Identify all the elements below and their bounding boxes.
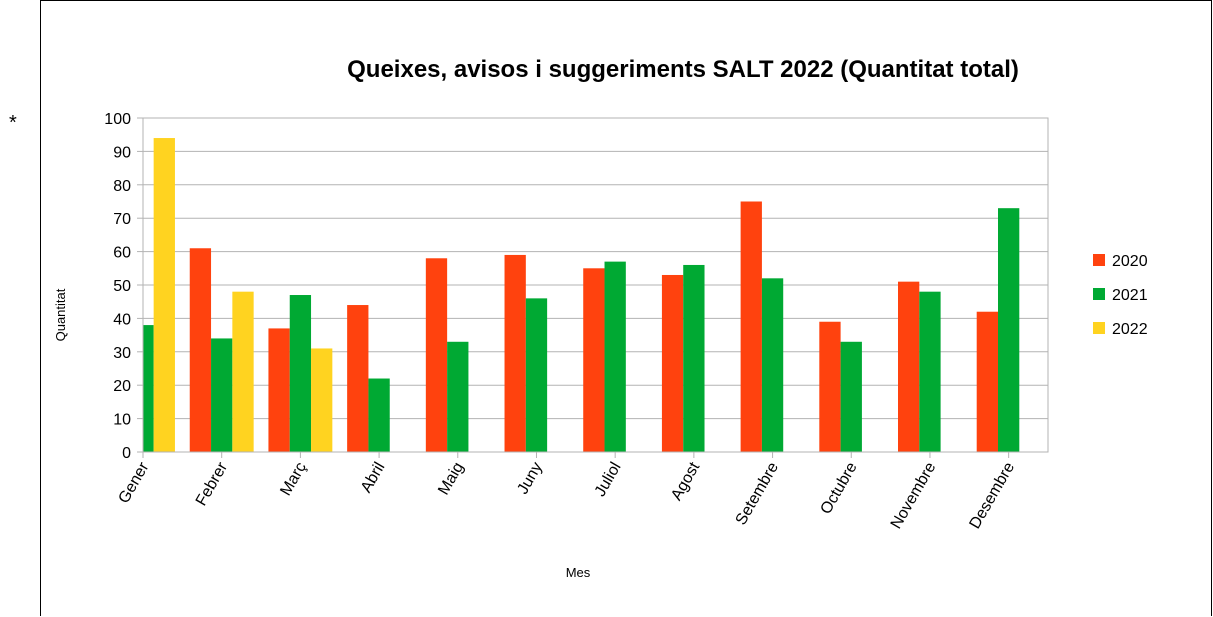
bar-2021-Setembre — [761, 278, 784, 452]
y-axis-label: Quantitat — [53, 288, 68, 341]
y-tick-label: 60 — [113, 245, 131, 262]
plot-area-border — [142, 117, 1049, 453]
bar-2021-Agost — [683, 264, 705, 452]
bar-2022-Febrer — [232, 291, 254, 452]
bar-2020-Juliol — [583, 268, 605, 452]
x-tick-label: Abril — [358, 460, 389, 496]
chart-title: Queixes, avisos i suggeriments SALT 2022… — [347, 56, 1019, 83]
x-tick-labels: Gener Febrer Març Abril Maig Juny Juliol Agost S… — [116, 459, 1019, 532]
bars — [143, 138, 1020, 452]
bar-2021-Octubre — [840, 341, 862, 452]
x-tick-label: Agost — [668, 459, 703, 503]
bar-2021-Febrer — [211, 338, 233, 452]
bar-2021-Desembre — [998, 208, 1020, 452]
bar-2020-Abril — [347, 305, 369, 452]
bar-2020-Setembre — [740, 201, 762, 452]
y-tick-label: 80 — [113, 178, 131, 195]
bar-2020-Novembre — [898, 281, 920, 452]
y-tick-label: 50 — [113, 278, 131, 295]
bar-2021-Juliol — [604, 261, 626, 452]
bar-2020-Març — [268, 328, 290, 452]
margin-asterisk: * — [9, 112, 17, 134]
y-tick-label: 90 — [113, 144, 131, 161]
y-tick-labels: 0 10 20 30 40 50 60 70 80 90 100 — [104, 111, 131, 462]
x-tick-label: Octubre — [818, 459, 861, 517]
bar-2021-Març — [289, 295, 312, 452]
bar-2020-Juny — [504, 254, 526, 452]
chart-frame — [40, 0, 1212, 616]
x-tick-label: Desembre — [966, 459, 1018, 532]
y-tick-label: 30 — [113, 345, 131, 362]
y-tick-label: 10 — [113, 412, 131, 429]
bar-2021-Abril — [368, 378, 390, 452]
x-tick-label: Juny — [514, 460, 546, 498]
x-tick-label: Maig — [435, 460, 467, 499]
legend-swatch-2022 — [1093, 322, 1105, 334]
bar-2020-Febrer — [189, 248, 212, 452]
bar-2022-Març — [311, 348, 333, 452]
x-axis-label: Mes — [566, 565, 591, 580]
legend-label-2022: 2022 — [1112, 321, 1148, 338]
x-tick-label: Novembre — [888, 459, 940, 532]
y-tick-label: 20 — [113, 378, 131, 395]
y-tick-label: 0 — [122, 445, 131, 462]
x-tick-label: Març — [277, 460, 310, 499]
y-tick-label: 70 — [113, 211, 131, 228]
bar-2020-Octubre — [819, 321, 841, 452]
x-tick-label: Juliol — [592, 460, 625, 500]
legend-label-2021: 2021 — [1112, 287, 1148, 304]
bar-2020-Desembre — [976, 311, 999, 452]
bar-2020-Agost — [661, 274, 684, 452]
bar-2021-Novembre — [919, 291, 941, 452]
bar-2020-Maig — [425, 258, 448, 452]
y-tick-label: 40 — [113, 311, 131, 328]
x-tick-label: Febrer — [193, 459, 232, 509]
legend-swatch-2021 — [1093, 288, 1105, 300]
bar-2021-Gener — [143, 325, 154, 452]
x-tick-label: Gener — [116, 459, 153, 507]
bar-2021-Maig — [447, 341, 469, 452]
axes — [142, 117, 1049, 453]
legend-label-2020: 2020 — [1112, 253, 1148, 270]
legend: 2020 2021 2022 — [1093, 253, 1148, 338]
x-tick-label: Setembre — [733, 459, 782, 528]
y-tick-label: 100 — [104, 111, 131, 128]
bar-2022-Gener — [153, 138, 175, 452]
bar-2021-Juny — [525, 298, 548, 452]
legend-swatch-2020 — [1093, 254, 1105, 266]
